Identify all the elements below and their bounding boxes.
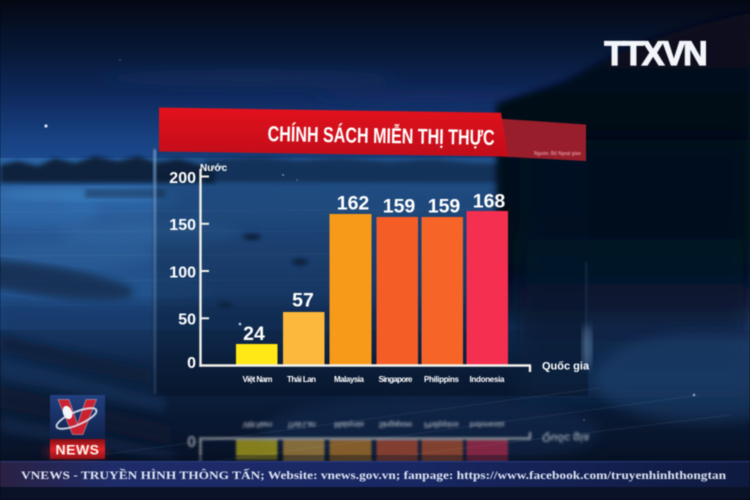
- svg-text:Nguồn: Bộ Ngoại giao: Nguồn: Bộ Ngoại giao: [534, 151, 582, 157]
- svg-text:Malaysia: Malaysia: [334, 375, 365, 384]
- svg-text:0: 0: [187, 355, 196, 372]
- svg-text:Philippins: Philippins: [424, 375, 460, 384]
- svg-text:CHÍNH SÁCH MIỄN THỊ THỰC: CHÍNH SÁCH MIỄN THỊ THỰC: [267, 120, 494, 150]
- svg-text:Indonesia: Indonesia: [470, 375, 506, 384]
- svg-text:150: 150: [169, 217, 196, 234]
- svg-text:TTXVN: TTXVN: [604, 35, 706, 73]
- svg-text:Singapore: Singapore: [379, 375, 414, 384]
- svg-text:VNEWS - TRUYỀN HÌNH THÔNG TẤN;: VNEWS - TRUYỀN HÌNH THÔNG TẤN; Website: …: [21, 467, 727, 482]
- svg-text:24: 24: [243, 323, 265, 345]
- svg-text:Nước: Nước: [200, 163, 228, 174]
- svg-text:57: 57: [292, 290, 314, 312]
- svg-text:159: 159: [383, 196, 416, 218]
- svg-text:162: 162: [337, 193, 370, 215]
- svg-text:Việt Nam: Việt Nam: [243, 375, 273, 384]
- svg-text:168: 168: [473, 191, 506, 213]
- svg-text:50: 50: [178, 312, 196, 329]
- svg-text:Quốc gia: Quốc gia: [542, 361, 590, 373]
- svg-text:200: 200: [169, 170, 196, 187]
- svg-text:159: 159: [428, 196, 461, 218]
- svg-text:Thái Lan: Thái Lan: [287, 375, 316, 384]
- svg-text:100: 100: [169, 265, 196, 282]
- svg-text:NEWS: NEWS: [56, 442, 100, 458]
